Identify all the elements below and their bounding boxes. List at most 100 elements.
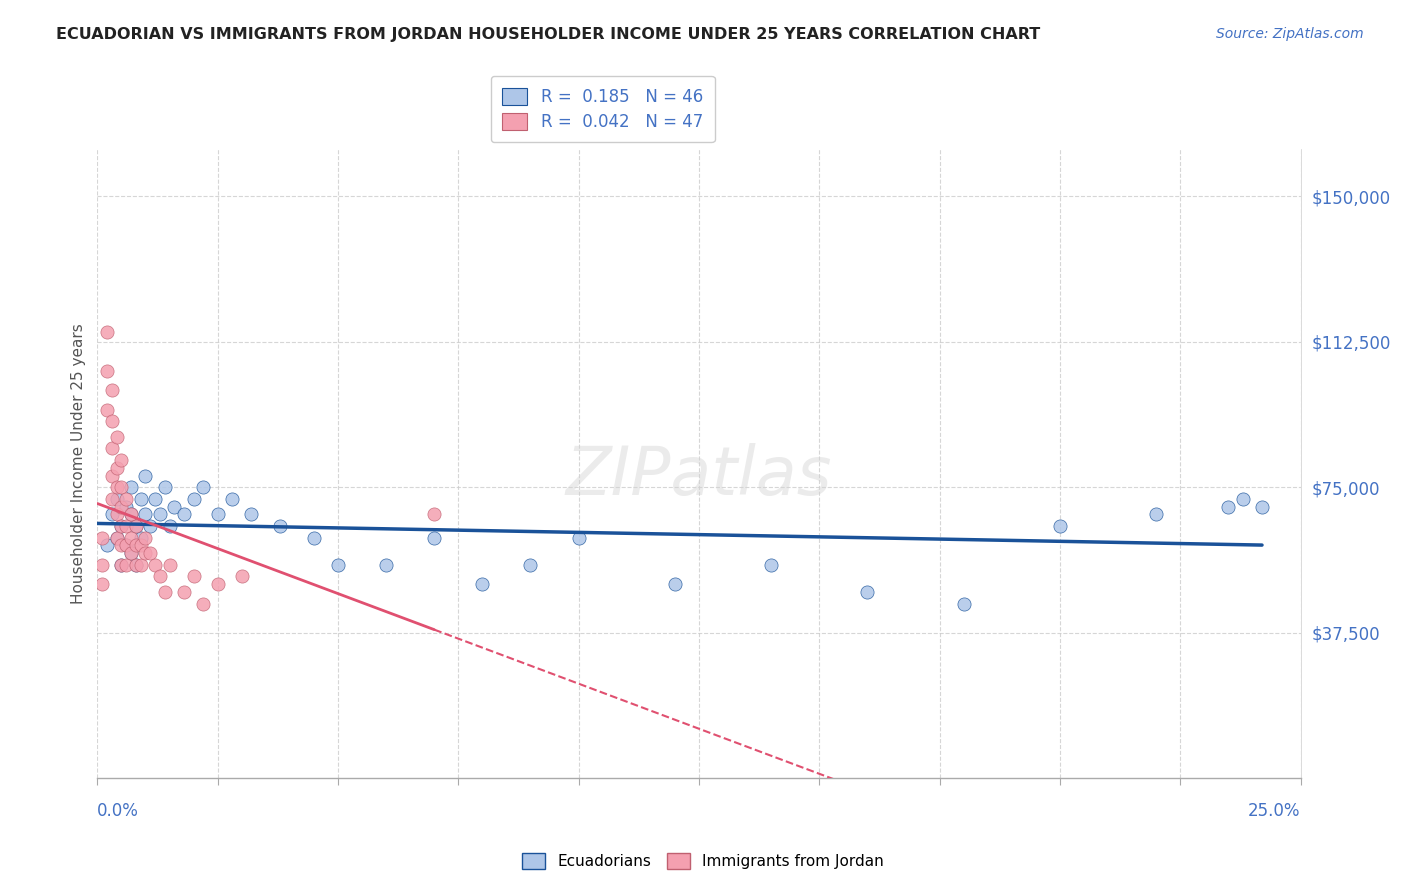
Point	[952, 597, 974, 611]
Point	[207, 508, 229, 522]
Point	[120, 546, 142, 560]
Point	[96, 538, 118, 552]
Point	[101, 491, 124, 506]
Point	[139, 519, 162, 533]
Point	[471, 577, 494, 591]
Point	[96, 364, 118, 378]
Text: Source: ZipAtlas.com: Source: ZipAtlas.com	[1216, 27, 1364, 41]
Point	[231, 569, 253, 583]
Point	[96, 325, 118, 339]
Point	[1251, 500, 1274, 514]
Point	[207, 577, 229, 591]
Point	[326, 558, 349, 572]
Point	[115, 538, 138, 552]
Point	[110, 558, 132, 572]
Point	[105, 531, 128, 545]
Point	[110, 538, 132, 552]
Text: ZIPatlas: ZIPatlas	[565, 443, 832, 509]
Point	[143, 491, 166, 506]
Point	[759, 558, 782, 572]
Point	[105, 508, 128, 522]
Point	[125, 519, 148, 533]
Point	[183, 491, 205, 506]
Point	[91, 531, 114, 545]
Point	[193, 480, 215, 494]
Point	[163, 500, 186, 514]
Point	[856, 585, 879, 599]
Point	[110, 453, 132, 467]
Point	[129, 538, 152, 552]
Point	[1144, 508, 1167, 522]
Point	[173, 508, 195, 522]
Point	[91, 558, 114, 572]
Legend: Ecuadorians, Immigrants from Jordan: Ecuadorians, Immigrants from Jordan	[516, 847, 890, 875]
Point	[139, 546, 162, 560]
Point	[134, 546, 156, 560]
Point	[269, 519, 291, 533]
Point	[120, 531, 142, 545]
Point	[101, 414, 124, 428]
Point	[115, 519, 138, 533]
Point	[519, 558, 541, 572]
Point	[129, 531, 152, 545]
Point	[120, 508, 142, 522]
Point	[120, 546, 142, 560]
Point	[149, 569, 172, 583]
Point	[125, 558, 148, 572]
Point	[149, 508, 172, 522]
Point	[115, 500, 138, 514]
Point	[375, 558, 398, 572]
Point	[159, 519, 181, 533]
Point	[125, 558, 148, 572]
Point	[423, 508, 446, 522]
Text: ECUADORIAN VS IMMIGRANTS FROM JORDAN HOUSEHOLDER INCOME UNDER 25 YEARS CORRELATI: ECUADORIAN VS IMMIGRANTS FROM JORDAN HOU…	[56, 27, 1040, 42]
Point	[134, 508, 156, 522]
Y-axis label: Householder Income Under 25 years: Householder Income Under 25 years	[72, 324, 86, 604]
Point	[159, 558, 181, 572]
Point	[143, 558, 166, 572]
Point	[125, 538, 148, 552]
Point	[115, 491, 138, 506]
Point	[302, 531, 325, 545]
Point	[105, 430, 128, 444]
Point	[110, 500, 132, 514]
Point	[134, 468, 156, 483]
Point	[129, 491, 152, 506]
Point	[115, 558, 138, 572]
Point	[120, 508, 142, 522]
Text: 0.0%: 0.0%	[97, 802, 139, 820]
Point	[105, 480, 128, 494]
Point	[110, 480, 132, 494]
Point	[1218, 500, 1240, 514]
Point	[115, 538, 138, 552]
Text: 25.0%: 25.0%	[1249, 802, 1301, 820]
Point	[110, 519, 132, 533]
Point	[153, 480, 176, 494]
Point	[568, 531, 591, 545]
Point	[120, 480, 142, 494]
Point	[101, 468, 124, 483]
Point	[105, 460, 128, 475]
Point	[96, 402, 118, 417]
Point	[173, 585, 195, 599]
Point	[664, 577, 686, 591]
Point	[240, 508, 263, 522]
Point	[110, 519, 132, 533]
Point	[91, 577, 114, 591]
Point	[1232, 491, 1254, 506]
Point	[1049, 519, 1071, 533]
Point	[101, 442, 124, 456]
Point	[153, 585, 176, 599]
Point	[105, 531, 128, 545]
Point	[221, 491, 243, 506]
Point	[105, 491, 128, 506]
Point	[134, 531, 156, 545]
Point	[125, 519, 148, 533]
Point	[101, 383, 124, 397]
Point	[193, 597, 215, 611]
Point	[129, 558, 152, 572]
Point	[110, 558, 132, 572]
Point	[423, 531, 446, 545]
Point	[101, 508, 124, 522]
Point	[183, 569, 205, 583]
